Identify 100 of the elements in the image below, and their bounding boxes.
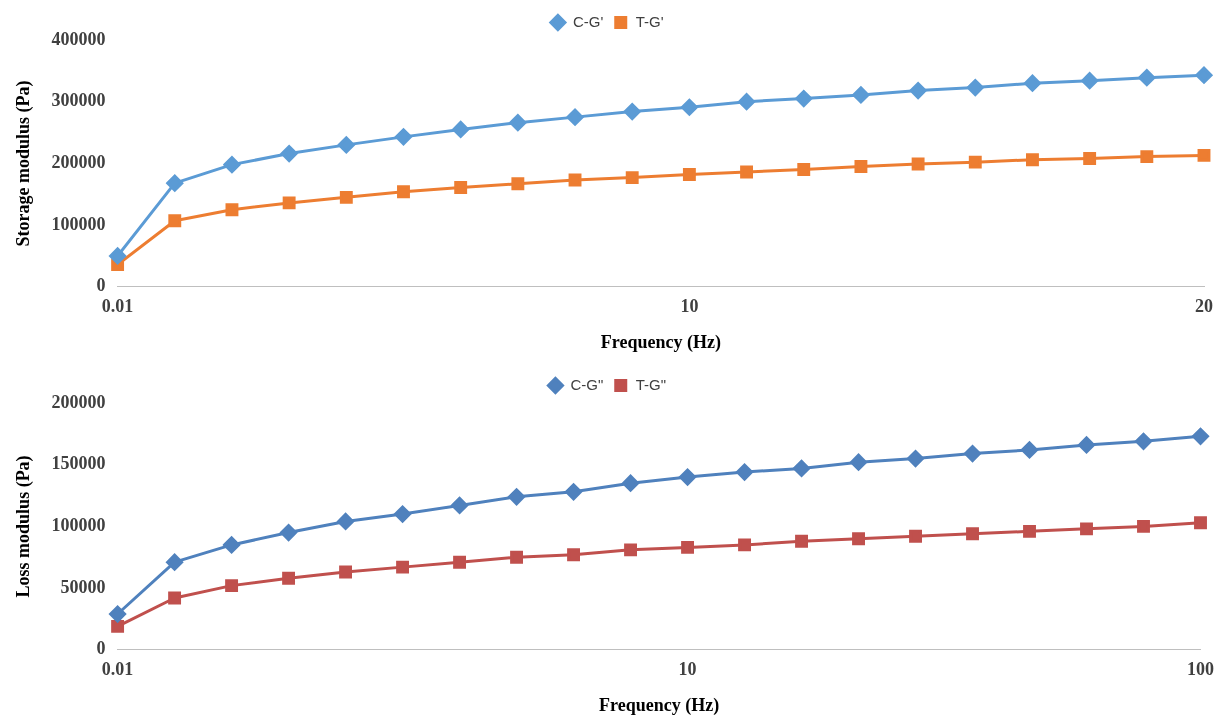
- point: [451, 496, 469, 514]
- point: [225, 579, 239, 593]
- y-axis-title: Storage modulus (Pa): [13, 80, 35, 247]
- point: [1080, 522, 1093, 536]
- y-axis-title: Loss modulus (Pa): [13, 455, 35, 598]
- point: [968, 155, 982, 169]
- point: [396, 560, 410, 574]
- legend-label: C-G": [570, 375, 604, 393]
- point: [852, 532, 865, 546]
- point: [1194, 516, 1207, 530]
- point: [1021, 441, 1039, 459]
- point: [795, 534, 808, 548]
- point: [109, 247, 127, 265]
- point: [907, 450, 925, 468]
- point: [850, 453, 868, 471]
- y-tick-label: 100000: [51, 515, 106, 536]
- point: [1192, 427, 1209, 445]
- point: [511, 177, 525, 191]
- x-axis-title: Frequency (Hz): [600, 331, 721, 353]
- point: [166, 174, 184, 192]
- point: [394, 505, 412, 523]
- x-tick-label: 20: [1195, 296, 1213, 317]
- y-tick-label: 200000: [51, 391, 106, 412]
- point: [680, 98, 698, 116]
- x-tick-label: 0.01: [101, 659, 134, 680]
- point: [1135, 432, 1153, 450]
- point: [109, 605, 127, 623]
- point: [852, 86, 870, 104]
- point: [793, 459, 811, 477]
- point: [909, 529, 922, 543]
- point: [1137, 519, 1150, 533]
- legend-label: T-G": [635, 375, 667, 393]
- legend-label: C-G': [572, 12, 604, 30]
- point: [909, 82, 927, 100]
- y-tick-label: 0: [96, 638, 106, 659]
- point: [797, 163, 811, 177]
- point: [454, 181, 468, 194]
- point: [738, 93, 756, 111]
- point: [397, 185, 410, 199]
- point: [623, 103, 641, 121]
- point: [566, 108, 584, 126]
- point: [452, 120, 470, 138]
- point: [1026, 153, 1039, 167]
- point: [1081, 72, 1099, 90]
- point: [681, 540, 694, 554]
- point: [223, 536, 241, 554]
- point: [682, 168, 696, 181]
- y-tick-label: 300000: [51, 90, 106, 111]
- point: [854, 160, 868, 173]
- point: [679, 468, 697, 486]
- y-tick-label: 100000: [51, 213, 106, 234]
- y-tick-label: 200000: [51, 152, 106, 173]
- point: [966, 79, 984, 97]
- point: [337, 512, 355, 530]
- point: [568, 173, 582, 187]
- point: [625, 171, 639, 185]
- point: [339, 190, 353, 204]
- x-tick-label: 100: [1187, 659, 1214, 680]
- point: [168, 591, 182, 605]
- point: [738, 538, 751, 552]
- point: [395, 128, 412, 146]
- point: [624, 543, 637, 557]
- point: [225, 203, 239, 217]
- point: [280, 524, 298, 542]
- point: [509, 114, 527, 132]
- point: [736, 463, 754, 481]
- point: [280, 145, 298, 163]
- point: [1078, 436, 1096, 454]
- y-tick-label: 150000: [51, 453, 106, 474]
- point: [453, 555, 467, 569]
- point: [1197, 148, 1211, 162]
- point: [1195, 66, 1213, 84]
- y-tick-label: 50000: [60, 576, 106, 597]
- point: [966, 527, 979, 541]
- point: [508, 488, 526, 506]
- point: [337, 136, 355, 154]
- y-tick-label: 400000: [51, 28, 106, 49]
- x-tick-label: 10: [678, 659, 697, 680]
- point: [1083, 152, 1097, 165]
- point: [223, 156, 241, 174]
- point: [339, 565, 353, 579]
- point: [911, 157, 925, 171]
- point: [740, 165, 754, 179]
- x-tick-label: 10: [680, 296, 699, 317]
- point: [964, 445, 982, 463]
- point: [282, 571, 296, 585]
- point: [795, 90, 813, 108]
- point: [111, 619, 125, 633]
- x-axis-title: Frequency (Hz): [598, 694, 720, 716]
- y-tick-label: 0: [96, 275, 106, 296]
- point: [622, 474, 640, 492]
- point: [510, 550, 524, 564]
- point: [1023, 524, 1036, 538]
- point: [1023, 74, 1041, 92]
- point: [565, 483, 583, 501]
- point: [1138, 69, 1156, 87]
- point: [567, 548, 581, 562]
- point: [166, 553, 184, 571]
- point: [1140, 150, 1154, 164]
- legend-label: T-G': [635, 12, 664, 30]
